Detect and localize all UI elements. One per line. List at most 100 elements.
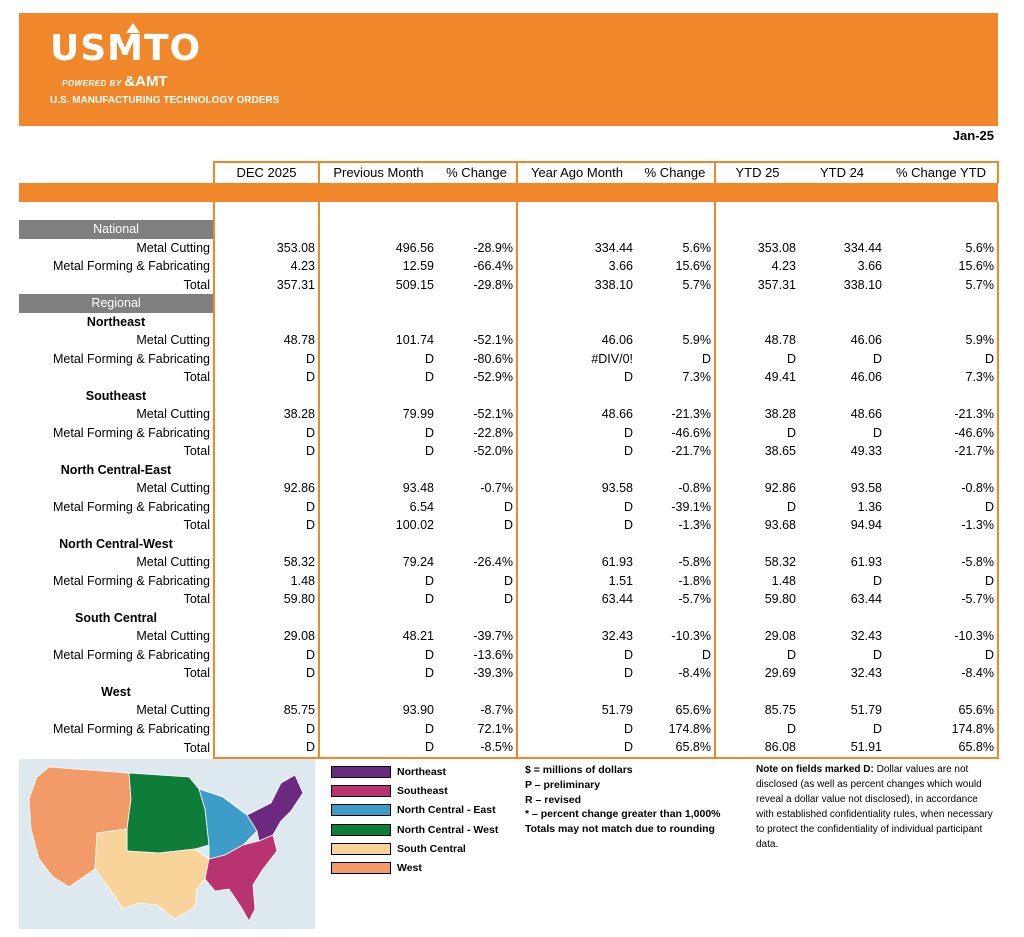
empty-cell <box>213 312 319 331</box>
value-cell: -52.1% <box>437 405 518 424</box>
empty-cell <box>318 294 437 313</box>
column-header-row: DEC 2025 Previous Month % Change Year Ag… <box>19 161 999 183</box>
value-cell: D <box>623 444 633 458</box>
empty-cell <box>636 294 716 313</box>
header-divider-row <box>19 183 998 202</box>
value-cell: D <box>623 721 633 736</box>
empty-cell <box>715 313 799 332</box>
empty-cell <box>318 220 437 239</box>
region-header-row: South Central <box>19 608 999 628</box>
value-cell: 93.90 <box>318 701 437 720</box>
legend-swatch <box>331 842 391 855</box>
empty-cell <box>885 534 999 553</box>
value-cell: -0.7% <box>437 479 518 498</box>
column-header: YTD 24 <box>799 161 885 183</box>
value-cell: -28.9% <box>437 238 518 257</box>
region-map <box>19 759 315 929</box>
value-cell: -8.7% <box>437 701 518 720</box>
value-cell: D <box>318 368 437 387</box>
value-cell: D <box>885 571 999 590</box>
orders-table: DEC 2025 Previous Month % Change Year Ag… <box>19 161 999 759</box>
value-cell: D <box>318 349 437 368</box>
value-cell: 49.33 <box>850 444 882 458</box>
table-row: Total D D -52.0% D -21.7% 38.65 49.33 -21.7% <box>19 442 999 461</box>
definition-line: * – percent change greater than 1,000% <box>525 808 721 821</box>
value-cell: D <box>885 497 999 516</box>
value-cell: -21.7% <box>636 442 716 461</box>
table-row: Total 357.31 509.15 -29.8% 338.10 5.7% 357.31 3… <box>19 275 999 294</box>
value-cell: D <box>872 721 882 736</box>
value-cell: 59.80 <box>213 590 319 609</box>
map-region-northeast <box>246 774 304 842</box>
value-cell: 58.32 <box>764 555 796 569</box>
value-cell: -8.5% <box>437 738 518 759</box>
value-cell: #DIV/0! <box>591 351 633 366</box>
value-cell: D <box>872 573 882 588</box>
value-cell: -8.4% <box>885 664 999 683</box>
usmto-logo: USMTO <box>50 28 202 69</box>
legend-item: North Central - West <box>331 820 498 839</box>
table-row: Metal Cutting 38.28 79.99 -52.1% 48.66 -21.3%… <box>19 405 999 424</box>
table-row: Metal Cutting 48.78 101.74 -52.1% 46.06 5.9% 4… <box>19 331 999 350</box>
value-cell: 92.86 <box>764 481 796 495</box>
value-cell: D <box>213 423 319 442</box>
value-cell: 3.66 <box>608 259 633 273</box>
value-cell: D <box>623 647 633 662</box>
legend-label: Northeast <box>397 765 447 778</box>
empty-cell <box>517 683 636 702</box>
value-cell: D <box>623 518 633 532</box>
value-cell: 4.23 <box>213 257 319 276</box>
empty-cell <box>517 313 636 332</box>
value-cell: D <box>786 721 796 736</box>
row-label: Metal Cutting <box>136 407 210 421</box>
value-cell: 51.91 <box>799 738 885 759</box>
table-row: Metal Cutting 58.32 79.24 -26.4% 61.93 -5.8% 5… <box>19 553 999 572</box>
legend-label: West <box>397 862 422 875</box>
value-cell: -0.8% <box>636 479 716 498</box>
table-row: Metal Forming & Fabricating D D -22.8% D -46.… <box>19 423 999 442</box>
row-label: Metal Cutting <box>136 629 210 643</box>
value-cell: 65.8% <box>636 738 716 759</box>
empty-cell <box>318 312 437 331</box>
value-cell: 353.08 <box>757 240 796 255</box>
value-cell: 38.28 <box>213 405 319 424</box>
empty-cell <box>437 608 518 627</box>
region-header-row: West <box>19 682 999 702</box>
value-cell: 357.31 <box>757 277 796 292</box>
value-cell: 79.24 <box>318 553 437 572</box>
column-header: DEC 2025 <box>213 161 319 183</box>
empty-cell <box>799 609 885 628</box>
empty-cell <box>715 535 799 554</box>
value-cell: -1.3% <box>885 516 999 535</box>
value-cell: 46.06 <box>850 370 882 384</box>
value-cell: 85.75 <box>764 703 796 717</box>
empty-cell <box>437 312 518 331</box>
region-header-row: North Central-East <box>19 460 999 479</box>
value-cell: D <box>623 370 633 384</box>
value-cell: 5.7% <box>636 275 716 294</box>
region-name: Southeast <box>85 388 147 403</box>
map-region-south-central <box>94 828 210 920</box>
value-cell: D <box>213 349 319 368</box>
value-cell: D <box>885 349 999 368</box>
value-cell: -52.1% <box>437 331 518 350</box>
empty-cell <box>885 220 999 239</box>
powered-by-label: POWERED BY <box>62 79 122 88</box>
value-cell: 509.15 <box>318 275 437 294</box>
empty-cell <box>213 294 319 313</box>
value-cell: D <box>213 442 319 461</box>
region-name: West <box>101 684 131 699</box>
legend-item: South Central <box>331 839 498 858</box>
definition-line: R – revised <box>525 793 582 806</box>
value-cell: -52.0% <box>437 442 518 461</box>
value-cell: -1.8% <box>636 571 716 590</box>
legend-item: West <box>331 858 498 877</box>
value-cell: -66.4% <box>437 257 518 276</box>
definition-line: P – preliminary <box>525 778 601 791</box>
table-row: Metal Cutting 92.86 93.48 -0.7% 93.58 -0.8% 92… <box>19 479 999 498</box>
value-cell: 46.06 <box>601 333 633 347</box>
value-cell: D <box>213 738 319 759</box>
value-cell: D <box>437 590 518 609</box>
legend-swatch <box>331 804 391 817</box>
value-cell: 29.08 <box>213 627 319 646</box>
